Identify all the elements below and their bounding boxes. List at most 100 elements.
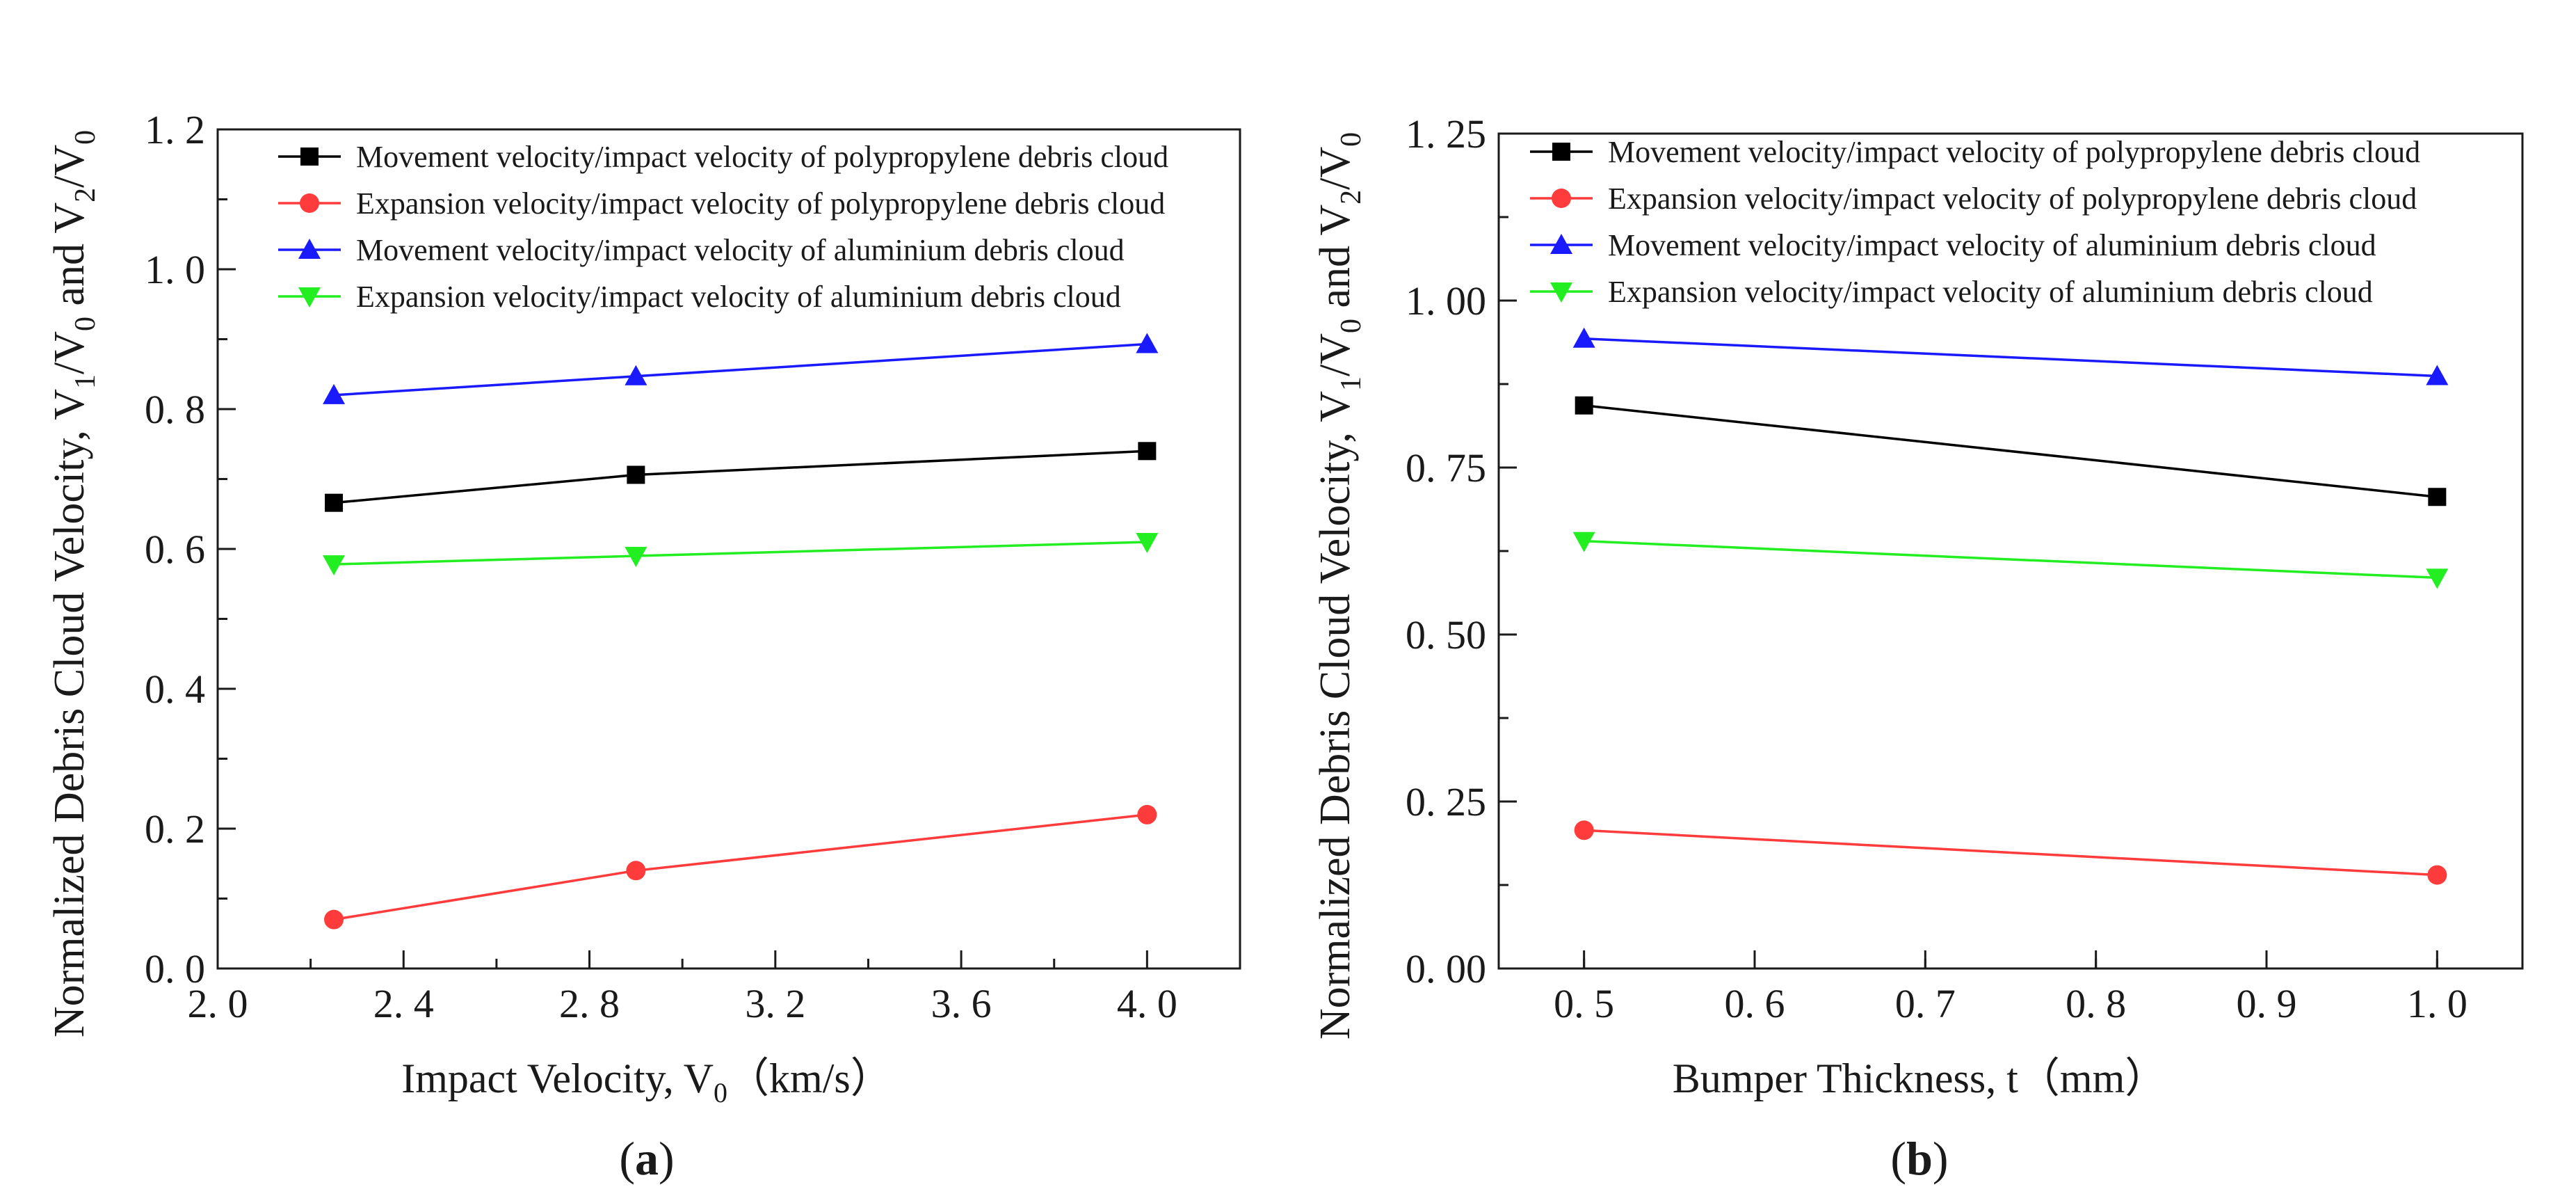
x-axis-label-units: （mm） (2018, 1055, 2166, 1101)
series-line (333, 813, 1148, 921)
x-tick-label: 2. 8 (559, 981, 620, 1026)
legend-marker (298, 239, 321, 259)
panel-label-paren: ( (1890, 1132, 1906, 1185)
y-axis-label-subscript: 1 (70, 374, 102, 389)
legend-label: Movement velocity/impact velocity of alu… (1608, 228, 2376, 262)
series-2 (1572, 327, 2449, 385)
legend-label: Movement velocity/impact velocity of pol… (1608, 135, 2420, 169)
x-tick-label: 2. 4 (373, 981, 434, 1026)
x-tick-label: 3. 6 (931, 981, 992, 1026)
legend-label: Movement velocity/impact velocity of alu… (356, 233, 1125, 267)
data-point (323, 555, 346, 576)
y-axis-label-text: and V (1312, 205, 1359, 319)
y-axis-label-subscript: 1 (1335, 376, 1367, 391)
data-point (1138, 442, 1157, 461)
legend-marker (1550, 234, 1572, 254)
x-tick-label: 0. 8 (2066, 981, 2126, 1026)
series-0 (1575, 396, 2447, 507)
x-axis-label-units: （km/s） (727, 1055, 892, 1101)
data-point (1574, 820, 1594, 840)
panel-a: 2. 0 2. 4 2. 8 3. 2 3. 6 4. 0 0. 0 0. 2 0. 4 0. 6… (46, 107, 1241, 1185)
panel-label-paren: ( (619, 1132, 635, 1185)
legend-marker (1550, 282, 1572, 303)
y-tick-label: 1. 2 (145, 107, 205, 152)
legend-marker (1552, 189, 1571, 208)
series-1 (324, 804, 1157, 930)
legend-label: Movement velocity/impact velocity of pol… (356, 140, 1168, 174)
data-point (1575, 396, 1593, 415)
x-axis-label-text: Bumper Thickness, t (1673, 1055, 2018, 1101)
y-axis-label: Normalized Debris Cloud Velocity, V1/V0 … (46, 130, 102, 1037)
series-line (333, 541, 1148, 566)
data-point (1137, 804, 1157, 824)
y-tick-label: 1. 0 (145, 247, 205, 292)
y-tick-label: 0. 2 (145, 806, 205, 852)
x-tick-label: 0. 6 (1725, 981, 1785, 1026)
series-line (1584, 404, 2438, 498)
data-point (2427, 865, 2447, 885)
y-tick-label: 1. 25 (1406, 111, 1486, 157)
x-tick-label: 2. 0 (188, 981, 248, 1026)
panel-label-letter: b (1906, 1132, 1933, 1185)
legend-label: Expansion velocity/impact velocity of po… (356, 186, 1165, 221)
series-line (1584, 539, 2438, 580)
y-axis-label-subscript: 0 (70, 317, 102, 331)
legend: Movement velocity/impact velocity of pol… (278, 140, 1168, 314)
legend-marker (1552, 143, 1570, 161)
data-point (2426, 365, 2449, 385)
x-axis-label-subscript: 0 (714, 1077, 727, 1108)
data-point (323, 383, 346, 404)
x-tick-label: 4. 0 (1117, 981, 1177, 1026)
panel-label-paren: ) (1933, 1132, 1949, 1185)
x-axis-label: Impact Velocity, V0（km/s） (401, 1055, 892, 1108)
series-line (333, 342, 1148, 397)
x-tick-label: 3. 2 (745, 981, 805, 1026)
panel-label-paren: ) (659, 1132, 675, 1185)
data-point (1136, 532, 1159, 553)
y-tick-label: 0. 00 (1406, 946, 1486, 991)
y-tick-label: 0. 75 (1406, 445, 1486, 491)
data-point (2426, 568, 2449, 589)
series-3 (323, 532, 1159, 576)
data-point (324, 909, 344, 930)
x-tick-label: 0. 9 (2237, 981, 2297, 1026)
panel-label: (a) (619, 1132, 674, 1185)
series-0 (325, 442, 1157, 512)
y-axis-label-subscript: 2 (1335, 190, 1367, 205)
series-line (1584, 829, 2438, 877)
legend-marker (300, 147, 319, 166)
x-axis-label: Bumper Thickness, t（mm） (1673, 1055, 2167, 1101)
data-point (625, 365, 647, 385)
series-1 (1574, 820, 2447, 885)
y-tick-label: 0. 6 (145, 527, 205, 572)
series-line (333, 449, 1148, 504)
series-3 (1572, 532, 2449, 589)
y-tick-label: 0. 8 (145, 387, 205, 432)
y-axis-label-subscript: 0 (70, 130, 102, 145)
y-axis-label-subscript: 0 (1335, 132, 1367, 147)
y-tick-label: 0. 4 (145, 667, 205, 712)
y-axis-label-text: /V (46, 331, 93, 374)
y-axis-label-text: Normalized Debris Cloud Velocity, V (46, 389, 93, 1037)
data-point (626, 861, 646, 881)
legend-label: Expansion velocity/impact velocity of al… (356, 280, 1121, 314)
x-tick-label: 0. 5 (1554, 981, 1614, 1026)
legend: Movement velocity/impact velocity of pol… (1530, 135, 2420, 309)
y-tick-label: 0. 25 (1406, 779, 1486, 824)
panel-label-letter: a (635, 1132, 659, 1185)
data-point (2428, 488, 2447, 507)
data-point (1572, 532, 1595, 552)
y-axis-label: Normalized Debris Cloud Velocity, V1/V0 … (1312, 132, 1367, 1039)
y-axis-label-text: /V (1312, 333, 1359, 376)
x-tick-label: 0. 7 (1895, 981, 1956, 1026)
y-tick-label: 0. 50 (1406, 612, 1486, 657)
data-point (1136, 333, 1159, 353)
y-axis-label-text: and V (46, 202, 93, 317)
y-axis-label-text: Normalized Debris Cloud Velocity, V (1312, 391, 1359, 1039)
y-axis-label-text: /V (46, 145, 93, 188)
legend-marker (300, 193, 319, 213)
y-tick-label: 0. 0 (145, 946, 205, 991)
y-axis-label-text: /V (1312, 147, 1359, 190)
data-point (625, 547, 647, 568)
